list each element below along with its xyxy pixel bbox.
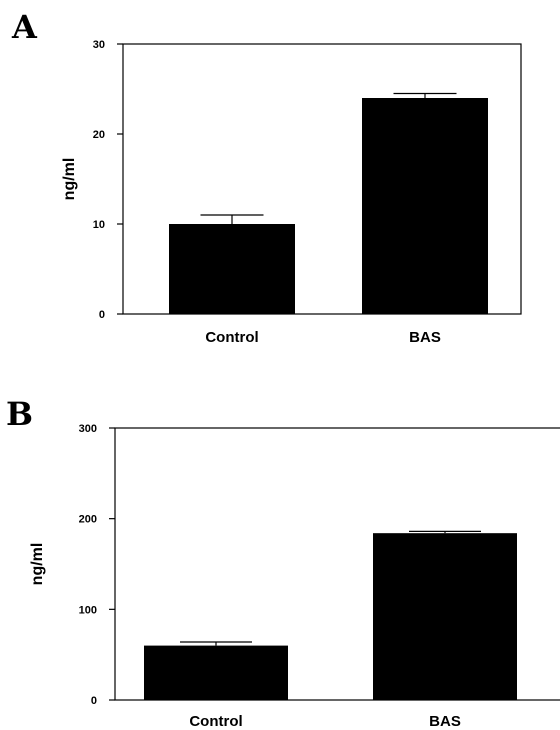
y-tick-label: 200 [79,514,97,526]
y-tick-label: 30 [93,39,105,51]
bar-control [169,224,295,314]
y-ticks-b [109,427,115,701]
panel-letter-a: A [11,8,38,46]
y-tick-labels-a: 0 10 20 30 [93,39,105,321]
y-tick-labels-b: 0 100 200 300 [79,423,97,707]
y-axis-title-a: ng/ml [61,158,78,201]
bars-b [144,533,517,700]
y-tick-label: 0 [99,309,105,321]
bar-control [144,645,288,700]
error-bars-b [180,530,481,646]
y-axis-title-b: ng/ml [29,543,46,586]
plot-frame-a [122,43,522,315]
category-labels-a: Control BAS [205,329,441,346]
y-tick-label: 100 [79,604,97,616]
category-label-control: Control [189,713,242,730]
chart-panel-b: B 0 100 200 300 Control BAS ng/ml [6,395,560,730]
category-label-bas: BAS [429,713,461,730]
chart-panel-a: A 0 10 20 30 Control BAS ng/ml [11,8,522,346]
plot-frame-b [114,427,560,701]
y-tick-label: 10 [93,219,105,231]
bars-a [169,98,488,314]
y-tick-label: 20 [93,129,105,141]
bar-bas [362,98,488,314]
category-labels-b: Control BAS [189,713,461,730]
y-tick-label: 300 [79,423,97,435]
category-label-control: Control [205,329,258,346]
category-label-bas: BAS [409,329,441,346]
error-bars-a [200,92,457,224]
y-tick-label: 0 [91,695,97,707]
panel-letter-b: B [6,395,33,433]
bar-bas [373,533,517,700]
y-ticks-a [117,43,123,315]
